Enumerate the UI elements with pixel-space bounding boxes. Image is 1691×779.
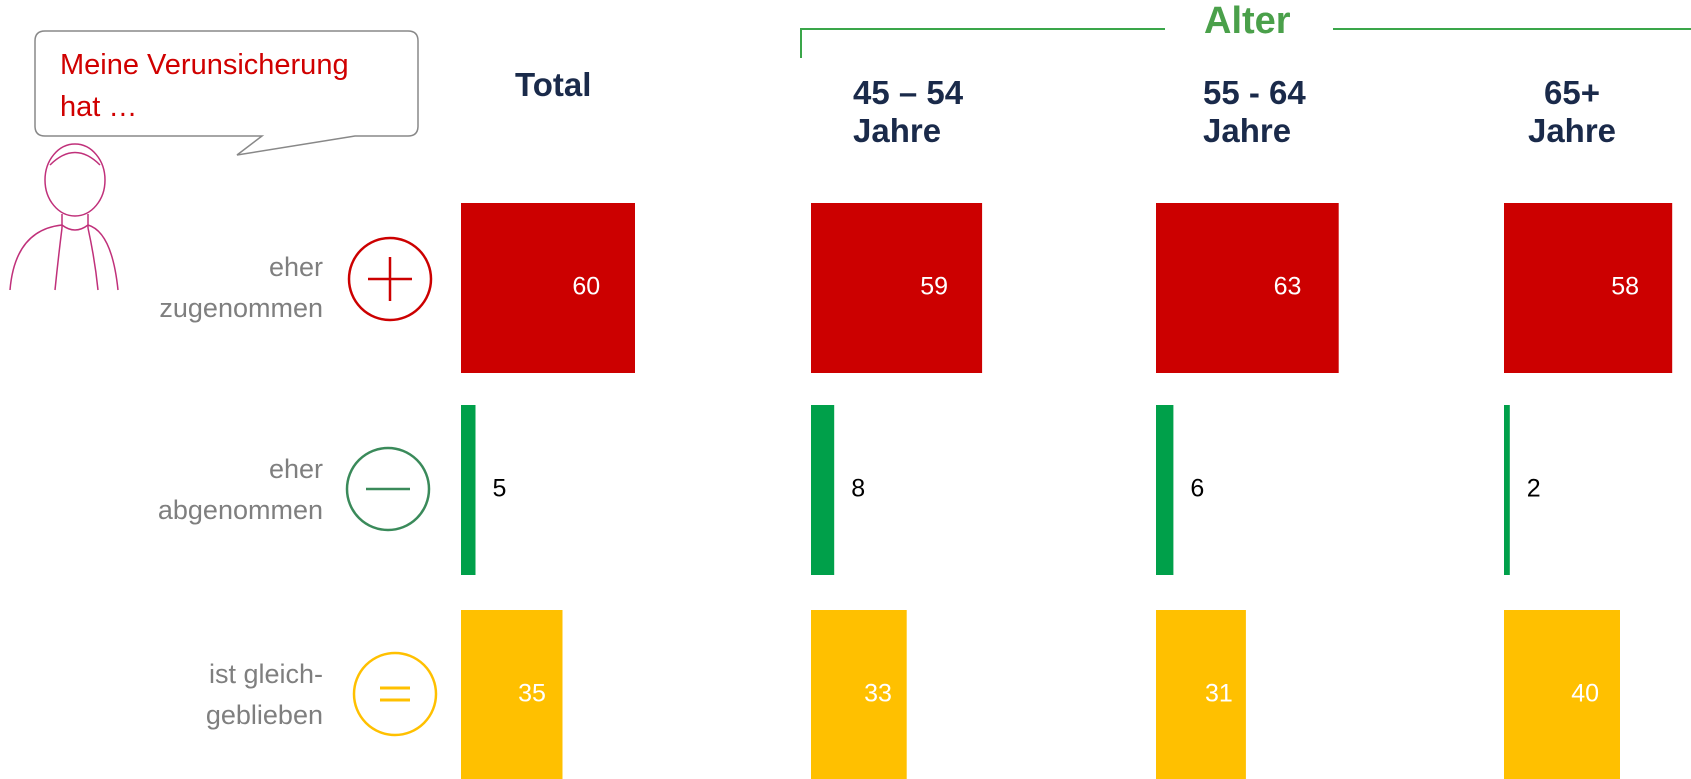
column-header: 65+ Jahre xyxy=(1482,74,1662,150)
page: 60 5 35 59 8 33 63 6 31 58 2 40 Meine Verunsicherun… xyxy=(0,0,1691,779)
value-label: 2 xyxy=(1527,475,1541,503)
column-header: 55 - 64 Jahre xyxy=(1203,74,1383,150)
value-label: 58 xyxy=(1611,273,1639,301)
bar xyxy=(461,610,563,779)
value-label: 35 xyxy=(518,680,546,708)
bar xyxy=(811,405,834,575)
value-label: 63 xyxy=(1274,273,1302,301)
column-header: Total xyxy=(515,66,695,104)
equals-icon xyxy=(354,653,436,735)
bar xyxy=(1156,405,1173,575)
value-label: 40 xyxy=(1571,680,1599,708)
row-label: eher abgenommen xyxy=(63,449,323,531)
value-label: 33 xyxy=(864,680,892,708)
bar xyxy=(1504,610,1620,779)
bar xyxy=(461,405,476,575)
value-label: 6 xyxy=(1190,475,1204,503)
bar xyxy=(811,610,907,779)
value-label: 8 xyxy=(851,475,865,503)
bubble-text: Meine Verunsicherung hat … xyxy=(60,44,349,128)
bar xyxy=(811,203,982,373)
value-label: 5 xyxy=(493,475,507,503)
bar xyxy=(1504,203,1672,373)
plus-icon xyxy=(349,238,431,320)
value-label: 31 xyxy=(1205,680,1233,708)
row-label: ist gleich- geblieben xyxy=(63,654,323,736)
bar xyxy=(461,203,635,373)
row-label: eher zugenommen xyxy=(63,247,323,329)
value-label: 59 xyxy=(920,273,948,301)
minus-icon xyxy=(347,448,429,530)
group-title: Alter xyxy=(1204,0,1291,43)
column-header: 45 – 54 Jahre xyxy=(853,74,1033,150)
bar xyxy=(1504,405,1510,575)
bar xyxy=(1156,203,1339,373)
value-label: 60 xyxy=(572,273,600,301)
